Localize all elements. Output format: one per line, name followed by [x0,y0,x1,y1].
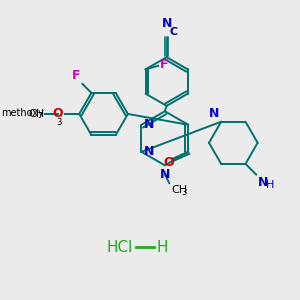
Text: N: N [144,145,154,158]
Text: 3: 3 [181,188,186,197]
Text: F: F [160,58,169,71]
Text: H: H [266,180,275,190]
Text: C: C [169,27,178,38]
Text: N: N [209,107,219,120]
Text: methoxy: methoxy [1,108,44,118]
Text: HCl: HCl [107,240,133,255]
Text: 3: 3 [56,118,61,127]
Text: H: H [157,240,168,255]
Text: N: N [160,168,170,181]
Text: N: N [161,17,172,30]
Text: N: N [144,118,154,131]
Text: CH: CH [28,109,44,119]
Text: N: N [258,176,268,190]
Text: O: O [163,156,174,169]
Text: CH: CH [171,185,187,195]
Text: O: O [52,107,63,121]
Text: F: F [72,69,81,82]
